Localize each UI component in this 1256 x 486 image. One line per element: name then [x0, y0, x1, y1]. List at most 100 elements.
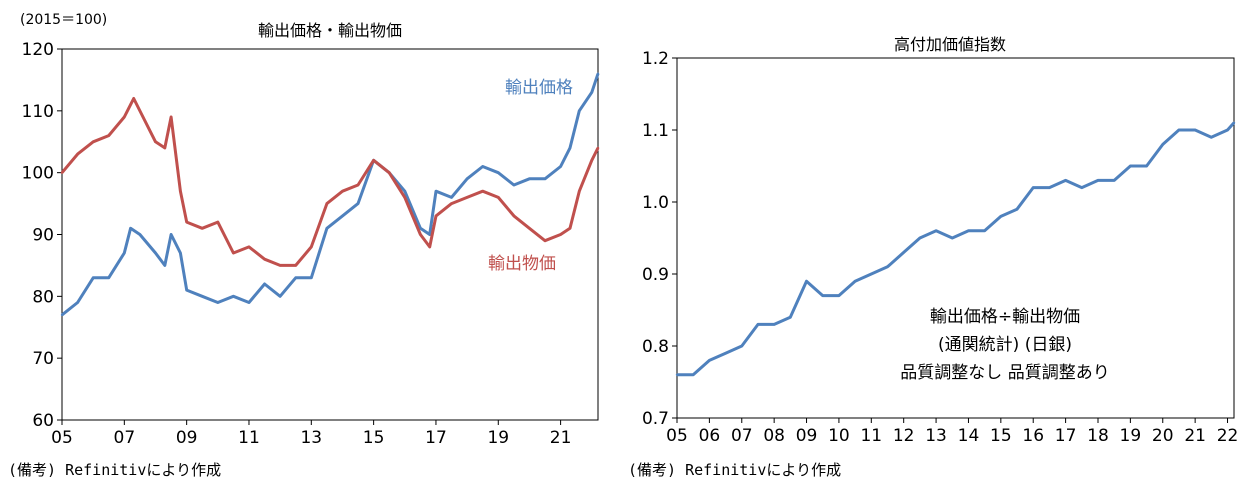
- x-tick-label: 05: [666, 426, 688, 446]
- series-0-point: [756, 323, 760, 326]
- x-tick-label: 20: [1152, 426, 1174, 446]
- series-1-point: [294, 264, 297, 267]
- series-0-point: [497, 171, 500, 174]
- series-1-point: [310, 245, 313, 249]
- right-note: (備考) Refinitivにより作成: [628, 461, 841, 479]
- series-1-point: [201, 227, 204, 230]
- series-0-point: [263, 282, 266, 286]
- series-0-point: [247, 301, 251, 304]
- x-tick-label: 13: [300, 428, 322, 448]
- series-1-point: [419, 233, 422, 236]
- x-tick-label: 07: [731, 426, 753, 446]
- series-0-point: [1048, 186, 1051, 189]
- series-0-point: [918, 236, 922, 240]
- series-0-point: [232, 295, 235, 298]
- series-0-point: [185, 288, 188, 292]
- y-tick-label: 0.7: [642, 409, 669, 429]
- series-0-point: [138, 233, 142, 236]
- series-1-point: [123, 115, 126, 119]
- x-tick-label: 14: [958, 426, 980, 446]
- series-0-point: [1145, 164, 1148, 168]
- series-0-point: [543, 177, 547, 180]
- x-tick-label: 21: [550, 428, 572, 448]
- series-1-point: [372, 159, 375, 162]
- x-tick-label: 09: [796, 426, 818, 446]
- series-0-point: [837, 294, 841, 297]
- left-chart-panel: (2015＝100) 輸出価格・輸出物価 60 70 80 90 100 110 120 0…: [0, 0, 620, 482]
- left-plot-frame: [61, 48, 599, 421]
- series-0-point: [1064, 179, 1067, 182]
- series-0-point: [163, 264, 166, 267]
- right-chart-panel: 高付加価値指数 0.7 0.8 0.9 1.0 1.1 1.2 05 06 07 08 09 10 1…: [620, 0, 1256, 482]
- series-1-point: [559, 233, 562, 236]
- series-0-point: [967, 229, 970, 232]
- series-0-point: [821, 294, 824, 297]
- series-0-point: [559, 165, 562, 168]
- y-tick-label: 1.2: [642, 49, 669, 69]
- series-0-point: [1232, 121, 1236, 125]
- series-0-point: [528, 177, 531, 180]
- series-0-point: [740, 344, 743, 348]
- series-0-point: [590, 91, 593, 94]
- series-0-point: [568, 146, 572, 150]
- legend-export-price: 輸出価格: [505, 78, 573, 98]
- series-0-point: [278, 295, 282, 298]
- x-tick-label: 22: [1217, 426, 1239, 446]
- x-tick-label: 19: [1120, 426, 1142, 446]
- x-tick-label: 16: [1022, 426, 1044, 446]
- series-0-point: [1032, 186, 1035, 189]
- series-0-point: [129, 227, 132, 230]
- series-0-point: [983, 229, 986, 232]
- x-tick-label: 10: [828, 426, 850, 446]
- y-tick-label: 60: [32, 411, 54, 431]
- x-tick-label: 11: [860, 426, 882, 446]
- left-note: (備考) Refinitivにより作成: [8, 461, 221, 479]
- y-tick-label: 1.1: [642, 121, 669, 141]
- series-0-point: [60, 313, 64, 317]
- series-0-point: [675, 373, 679, 376]
- x-tick-label: 15: [990, 426, 1012, 446]
- series-0-point: [1226, 128, 1229, 132]
- series-0-point: [1080, 186, 1083, 189]
- x-tick-label: 21: [1184, 426, 1206, 446]
- series-0-point: [341, 214, 344, 218]
- series-0-point: [708, 359, 711, 362]
- series-1-point: [163, 146, 166, 150]
- series-1-point: [450, 202, 453, 205]
- series-0-point: [1161, 143, 1164, 146]
- y-tick-label: 120: [22, 40, 54, 60]
- series-0-point: [92, 276, 95, 279]
- series-0-point: [356, 202, 360, 205]
- x-tick-label: 12: [893, 426, 915, 446]
- series-1-point: [465, 196, 469, 199]
- x-tick-label: 07: [114, 428, 136, 448]
- series-0-point: [179, 251, 182, 255]
- series-0-point: [512, 183, 516, 187]
- x-tick-label: 17: [425, 428, 447, 448]
- series-0-point: [154, 251, 157, 255]
- series-0-point: [428, 233, 431, 236]
- series-0-point: [724, 352, 727, 355]
- series-0-point: [310, 276, 313, 279]
- series-1-point: [132, 97, 135, 100]
- x-tick-label: 18: [1087, 426, 1109, 446]
- x-tick-label: 17: [1055, 426, 1077, 446]
- x-tick-label: 19: [487, 428, 509, 448]
- left-chart: (2015＝100) 輸出価格・輸出物価 60 70 80 90 100 110 120 0…: [8, 12, 600, 479]
- series-1-point: [232, 251, 235, 255]
- series-1-point: [169, 115, 173, 119]
- series-1-point: [578, 190, 581, 193]
- series-0-point: [123, 251, 126, 255]
- series-0-point: [934, 229, 938, 232]
- series-1-point: [185, 220, 188, 224]
- series-0-point: [169, 233, 173, 236]
- series-1-point: [92, 140, 95, 143]
- series-0-point: [434, 190, 438, 193]
- series-0-point: [1129, 164, 1132, 168]
- right-chart-title: 高付加価値指数: [894, 35, 1006, 54]
- series-line-0: [61, 73, 600, 317]
- series-1-point: [141, 115, 145, 119]
- series-0-point: [325, 227, 329, 230]
- series-1-point: [107, 134, 110, 137]
- annotation-line-3: 品質調整なし 品質調整あり: [900, 363, 1109, 383]
